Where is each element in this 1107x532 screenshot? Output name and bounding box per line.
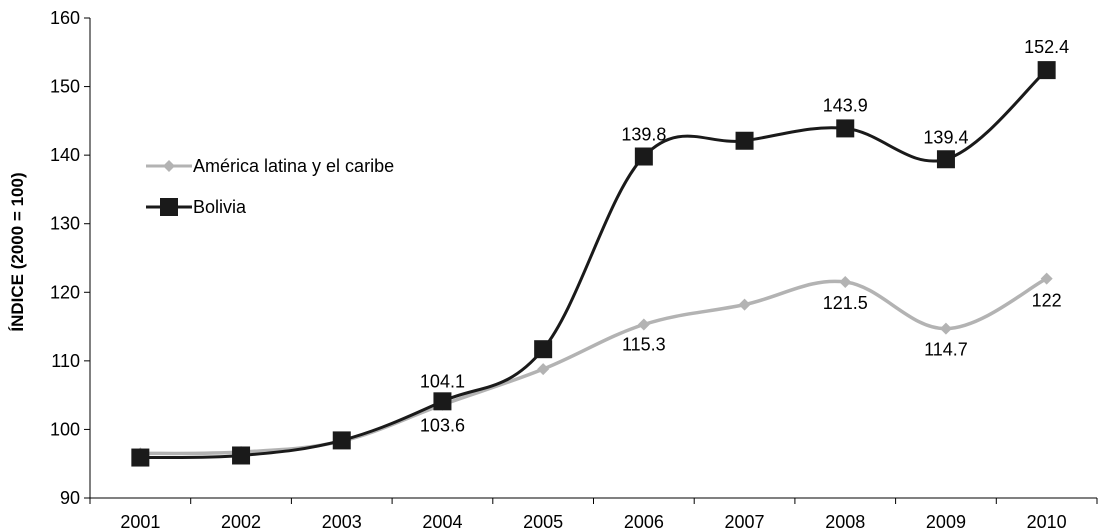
- data-label: 121.5: [823, 293, 868, 313]
- data-point: [634, 147, 653, 166]
- x-tick-label: 2001: [120, 512, 160, 532]
- x-tick-label: 2003: [322, 512, 362, 532]
- x-tick-label: 2002: [221, 512, 261, 532]
- x-tick-label: 2005: [523, 512, 563, 532]
- data-point: [232, 446, 251, 465]
- data-label: 103.6: [420, 416, 465, 436]
- data-label: 122: [1032, 291, 1062, 311]
- x-tick-label: 2004: [422, 512, 462, 532]
- x-tick-label: 2009: [926, 512, 966, 532]
- data-point: [433, 392, 452, 411]
- data-point: [936, 150, 955, 169]
- data-label: 139.8: [621, 125, 666, 145]
- y-tick-label: 110: [51, 351, 80, 371]
- series-line: [140, 68, 1048, 460]
- legend-item: Bolivia: [146, 197, 247, 217]
- data-label: 139.4: [923, 127, 968, 147]
- data-point: [836, 119, 855, 138]
- data-point: [839, 276, 852, 288]
- y-tick-label: 120: [50, 282, 80, 302]
- legend-item: América latina y el caribe: [146, 156, 394, 176]
- y-tick-label: 160: [50, 8, 80, 28]
- y-tick-label: 130: [50, 214, 80, 234]
- data-point: [738, 298, 751, 311]
- axes: 90 100 110 120 130 140 150 160 2001 2002 2003 2004 2…: [50, 8, 1098, 532]
- data-label: 104.1: [420, 371, 465, 391]
- x-tick-label: 2006: [624, 512, 664, 532]
- y-tick-label: 140: [50, 145, 80, 165]
- data-label: 152.4: [1024, 37, 1069, 57]
- data-point: [534, 340, 553, 359]
- data-point: [1040, 272, 1053, 285]
- y-tick-label: 150: [50, 77, 80, 97]
- legend: América latina y el caribe Bolivia: [146, 156, 394, 217]
- legend-label: América latina y el caribe: [193, 156, 394, 176]
- y-tick-label: 90: [60, 488, 80, 508]
- data-point: [131, 448, 150, 467]
- series-layer: [131, 61, 1056, 467]
- legend-label: Bolivia: [193, 197, 247, 217]
- data-point: [332, 431, 351, 450]
- data-point: [1037, 61, 1056, 80]
- x-tick-label: 2007: [725, 512, 765, 532]
- series-line: [140, 277, 1048, 456]
- legend-marker-diamond-icon: [163, 160, 175, 172]
- legend-marker-square-icon: [160, 198, 178, 216]
- data-label: 115.3: [622, 335, 666, 355]
- y-tick-label: 100: [50, 419, 80, 439]
- data-point: [939, 322, 952, 335]
- x-tick-label: 2008: [825, 512, 865, 532]
- series-bolivia: [131, 61, 1056, 467]
- y-axis-label: ÍNDICE (2000 = 100): [8, 172, 27, 331]
- data-point: [537, 363, 550, 376]
- x-tick-label: 2010: [1027, 512, 1067, 532]
- data-point: [637, 318, 650, 331]
- series-america-latina: [134, 272, 1053, 460]
- data-label: 143.9: [823, 95, 868, 115]
- data-labels: 103.6 115.3 121.5 114.7 122 104.1 139.8 143.9 13…: [420, 37, 1069, 436]
- data-point: [735, 131, 754, 150]
- data-label: 114.7: [924, 340, 968, 360]
